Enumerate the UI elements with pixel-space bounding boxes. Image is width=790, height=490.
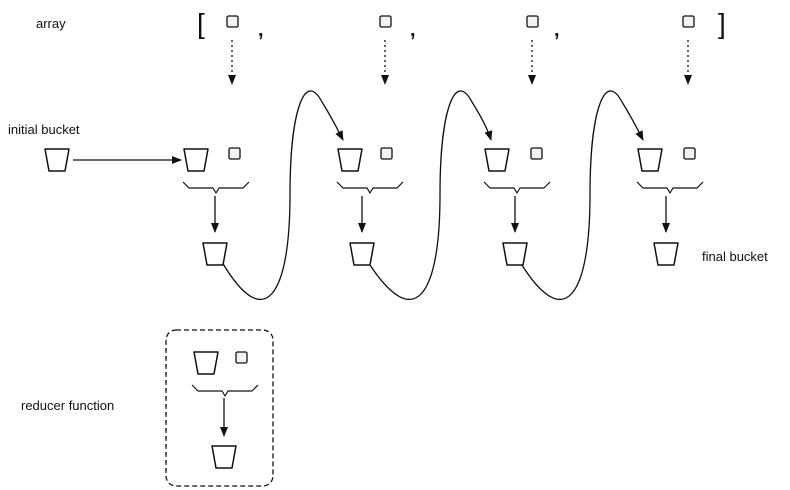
array-close-bracket: ] — [718, 8, 726, 39]
array-separator: , — [554, 19, 560, 41]
bucket-icon — [637, 148, 663, 172]
square-item-icon — [380, 147, 393, 160]
square-item-icon — [683, 147, 696, 160]
reducer-function-box — [165, 329, 274, 487]
final-bucket-label: final bucket — [702, 249, 768, 264]
bucket-icon — [502, 242, 528, 266]
array-separator: , — [410, 19, 416, 41]
square-item-icon — [235, 351, 248, 364]
bucket-icon — [193, 351, 219, 375]
brace-combine-icon — [636, 181, 704, 194]
square-item-icon — [530, 147, 543, 160]
brace-combine-icon — [182, 181, 250, 194]
bucket-icon — [44, 148, 70, 172]
array-open-bracket: [ — [197, 8, 205, 39]
array-separator: , — [258, 19, 264, 41]
square-item-icon — [526, 15, 539, 28]
initial-bucket-label: initial bucket — [8, 122, 80, 137]
square-item-icon — [226, 15, 239, 28]
brace-combine-icon — [483, 181, 551, 194]
array-label: array — [36, 16, 66, 31]
carry-over-curve — [367, 90, 493, 300]
bucket-icon — [349, 242, 375, 266]
bucket-icon — [183, 148, 209, 172]
bucket-icon — [484, 148, 510, 172]
bucket-icon — [337, 148, 363, 172]
bucket-icon — [211, 445, 237, 469]
carry-over-curve — [519, 90, 644, 300]
square-item-icon — [682, 15, 695, 28]
brace-combine-icon — [191, 384, 259, 397]
carry-over-curve — [221, 90, 344, 300]
reducer-function-label: reducer function — [21, 398, 115, 413]
square-item-icon — [228, 147, 241, 160]
bucket-icon — [653, 242, 679, 266]
brace-combine-icon — [336, 181, 404, 194]
bucket-icon — [202, 242, 228, 266]
square-item-icon — [379, 15, 392, 28]
